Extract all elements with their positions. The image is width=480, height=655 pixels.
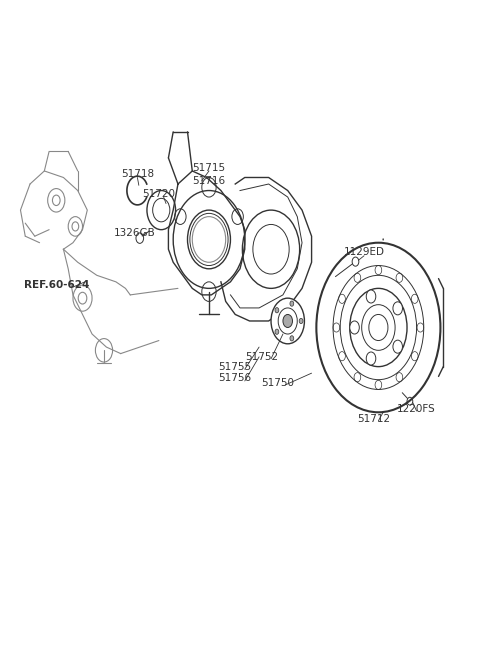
Circle shape [366,290,376,303]
Circle shape [290,301,294,307]
Circle shape [275,329,279,334]
Text: 51718: 51718 [121,169,154,179]
Circle shape [275,308,279,313]
Text: 1129ED: 1129ED [344,248,384,257]
Text: 51752: 51752 [245,352,278,362]
Text: 51720: 51720 [143,189,175,199]
Circle shape [362,305,395,350]
Circle shape [271,298,304,344]
Text: 1220FS: 1220FS [397,404,436,414]
Text: 51755: 51755 [219,362,252,371]
Circle shape [299,318,303,324]
Circle shape [350,321,360,334]
Circle shape [190,214,228,265]
Circle shape [366,352,376,365]
Text: 51716: 51716 [192,176,226,186]
Text: 1326GB: 1326GB [114,228,156,238]
Text: 51756: 51756 [219,373,252,383]
Text: 51712: 51712 [357,414,390,424]
Circle shape [153,198,170,222]
Circle shape [393,302,402,315]
Text: REF.60-624: REF.60-624 [24,280,89,290]
Text: 51750: 51750 [262,378,295,388]
Circle shape [352,257,359,266]
Text: 51715: 51715 [192,162,226,173]
Circle shape [393,340,402,353]
Circle shape [290,336,294,341]
Circle shape [407,398,413,405]
Circle shape [283,314,292,328]
Circle shape [136,233,144,244]
